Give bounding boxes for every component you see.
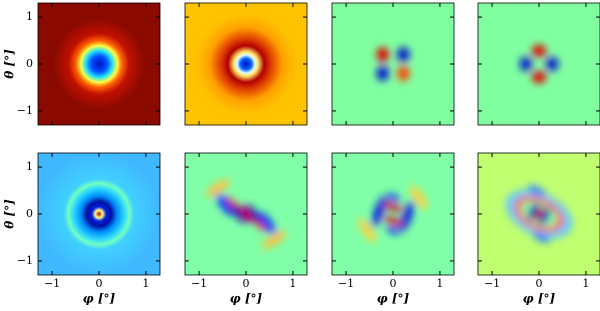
- y-axis-label: θ [°]: [3, 199, 17, 229]
- blob: [376, 65, 389, 81]
- blob: [534, 206, 544, 222]
- heatmap: [38, 3, 160, 125]
- x-tick-label: 1: [142, 277, 149, 290]
- heatmap-image: [332, 3, 454, 125]
- x-tick-label: 1: [289, 277, 296, 290]
- y-tick-label: 1: [26, 160, 33, 173]
- heatmap: [478, 153, 600, 275]
- pattern: [519, 44, 559, 84]
- x-tick-label: 0: [243, 277, 250, 290]
- y-tick-label: −1: [17, 254, 33, 267]
- blob: [546, 56, 559, 72]
- blob: [399, 200, 415, 232]
- heatmap-image: [38, 3, 160, 125]
- y-tick-label: −1: [17, 104, 33, 117]
- heatmap: [38, 153, 160, 275]
- heatmap: [478, 3, 600, 125]
- blob: [531, 71, 547, 84]
- blob: [527, 202, 539, 221]
- heatmap-image: [185, 3, 307, 125]
- x-axis-label: φ [°]: [523, 292, 556, 306]
- pattern: [376, 47, 410, 81]
- blob: [239, 205, 253, 223]
- blob: [358, 218, 377, 243]
- x-tick-label: −1: [338, 277, 354, 290]
- heatmap: [185, 153, 307, 275]
- blob: [384, 216, 402, 226]
- blob: [255, 219, 265, 232]
- blob: [206, 179, 230, 198]
- x-tick-label: 0: [96, 277, 103, 290]
- x-axis-label: φ [°]: [377, 292, 410, 306]
- x-tick-label: 0: [536, 277, 543, 290]
- blob: [532, 232, 550, 243]
- blob: [371, 196, 387, 228]
- y-axis-label: θ [°]: [3, 49, 17, 79]
- blob: [519, 56, 532, 72]
- blob: [262, 230, 286, 249]
- blob: [216, 193, 234, 216]
- x-tick-label: 1: [582, 277, 589, 290]
- blob: [531, 44, 547, 57]
- heatmap: [185, 3, 307, 125]
- blob: [386, 193, 400, 202]
- blob: [539, 207, 551, 226]
- x-tick-label: 0: [390, 277, 397, 290]
- heatmap-image: [38, 153, 160, 275]
- blob: [386, 226, 400, 235]
- y-tick-label: 0: [26, 207, 33, 220]
- heatmap: [332, 3, 454, 125]
- x-tick-label: −1: [191, 277, 207, 290]
- y-tick-label: 1: [26, 10, 33, 23]
- x-tick-label: −1: [484, 277, 500, 290]
- heatmap-image: [478, 3, 600, 125]
- x-tick-label: −1: [44, 277, 60, 290]
- blob: [227, 196, 237, 209]
- pattern: [505, 185, 573, 243]
- y-tick-label: 0: [26, 57, 33, 70]
- blob: [258, 212, 276, 235]
- pattern: [206, 179, 286, 249]
- heatmap: [332, 153, 454, 275]
- blob: [528, 185, 546, 196]
- blob: [397, 47, 410, 63]
- blob: [384, 202, 402, 212]
- heatmap-image: [332, 153, 454, 275]
- x-axis-label: φ [°]: [83, 292, 116, 306]
- blob: [409, 185, 428, 210]
- x-axis-label: φ [°]: [230, 292, 263, 306]
- blob: [376, 47, 389, 63]
- x-tick-label: 1: [436, 277, 443, 290]
- pattern: [358, 185, 428, 243]
- blob: [397, 65, 410, 81]
